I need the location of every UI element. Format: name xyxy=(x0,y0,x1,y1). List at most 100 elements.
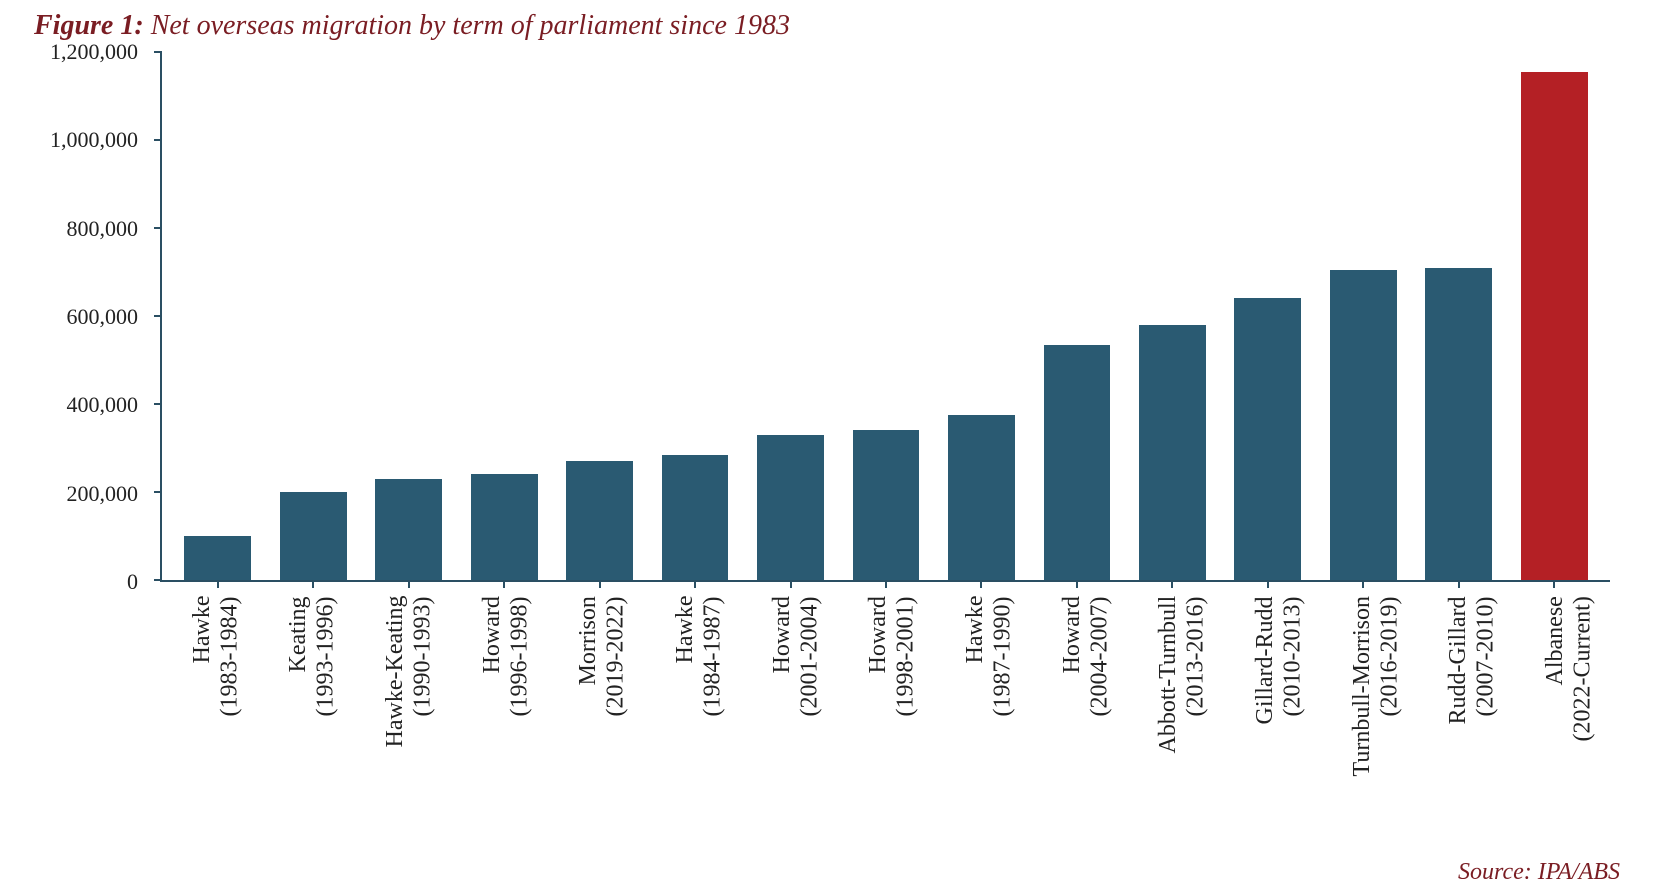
x-label-name: Hawke xyxy=(189,596,217,776)
x-axis-label: Howard(1996-1998) xyxy=(479,596,534,776)
x-label-period: (1993-1996) xyxy=(313,596,341,776)
x-tick-mark xyxy=(1029,580,1124,588)
x-label-name: Abbott-Turnbull xyxy=(1155,596,1183,776)
plot-area xyxy=(160,52,1610,582)
bar xyxy=(853,430,920,580)
x-axis-label: Hawke(1987-1990) xyxy=(962,596,1017,776)
y-tick-label: 1,200,000 xyxy=(50,39,138,65)
figure-title-text: Net overseas migration by term of parlia… xyxy=(151,10,790,41)
bar xyxy=(566,461,633,580)
x-axis-label: Rudd-Gillard(2007-2010) xyxy=(1445,596,1500,776)
x-label-name: Morrison xyxy=(575,596,603,776)
y-tick-mark xyxy=(154,579,162,581)
bar xyxy=(1330,270,1397,580)
bar xyxy=(280,492,347,580)
y-tick-label: 1,000,000 xyxy=(50,127,138,153)
x-label-name: Turnbull-Morrison xyxy=(1349,596,1377,776)
x-label-name: Gillard-Rudd xyxy=(1252,596,1280,776)
x-axis-label: Howard(2001-2004) xyxy=(769,596,824,776)
x-tick-mark xyxy=(1507,580,1602,588)
bar xyxy=(757,435,824,580)
x-axis-label: Hawke-Keating(1990-1993) xyxy=(382,596,437,776)
x-axis-label: Hawke(1984-1987) xyxy=(672,596,727,776)
x-tick-mark xyxy=(1125,580,1220,588)
x-label-slot: Howard(1996-1998) xyxy=(458,596,555,776)
bar xyxy=(1521,72,1588,580)
x-label-period: (2016-2019) xyxy=(1376,596,1404,776)
bar-slot xyxy=(1125,52,1220,580)
bar xyxy=(1234,298,1301,580)
x-label-period: (1987-1990) xyxy=(990,596,1018,776)
y-tick-mark xyxy=(154,491,162,493)
bar-slot xyxy=(1507,52,1602,580)
x-label-name: Albanese xyxy=(1542,596,1570,776)
bar-slot xyxy=(647,52,742,580)
x-label-period: (2004-2007) xyxy=(1086,596,1114,776)
x-label-slot: Albanese(2022-Current) xyxy=(1521,596,1618,776)
x-label-period: (2010-2013) xyxy=(1280,596,1308,776)
bar-slot xyxy=(361,52,456,580)
x-label-name: Howard xyxy=(865,596,893,776)
x-axis-label: Abbott-Turnbull(2013-2016) xyxy=(1155,596,1210,776)
y-tick-mark xyxy=(154,315,162,317)
x-label-period: (2013-2016) xyxy=(1183,596,1211,776)
x-axis-label: Albanese(2022-Current) xyxy=(1542,596,1597,776)
bar-slot xyxy=(1316,52,1411,580)
x-label-period: (2022-Current) xyxy=(1570,596,1598,776)
x-label-slot: Hawke(1983-1984) xyxy=(168,596,265,776)
x-label-slot: Hawke(1987-1990) xyxy=(941,596,1038,776)
bar xyxy=(471,474,538,580)
x-axis-labels: Hawke(1983-1984)Keating(1993-1996)Hawke-… xyxy=(160,596,1626,776)
bar-slot xyxy=(1220,52,1315,580)
x-label-slot: Morrison(2019-2022) xyxy=(555,596,652,776)
x-label-name: Howard xyxy=(769,596,797,776)
bar xyxy=(375,479,442,580)
bar-slot xyxy=(1029,52,1124,580)
x-label-name: Hawke xyxy=(672,596,700,776)
x-tick-mark xyxy=(456,580,551,588)
bar-slot xyxy=(934,52,1029,580)
x-label-slot: Howard(2001-2004) xyxy=(748,596,845,776)
y-tick-mark xyxy=(154,227,162,229)
bar-slot xyxy=(552,52,647,580)
x-tick-mark xyxy=(1316,580,1411,588)
x-label-slot: Howard(1998-2001) xyxy=(845,596,942,776)
figure-container: Figure 1: Net overseas migration by term… xyxy=(0,0,1662,892)
y-tick-label: 200,000 xyxy=(67,481,139,507)
x-tick-mark xyxy=(552,580,647,588)
x-axis-label: Howard(1998-2001) xyxy=(865,596,920,776)
x-tick-mark xyxy=(361,580,456,588)
x-label-period: (1990-1993) xyxy=(410,596,438,776)
x-tick-mark xyxy=(647,580,742,588)
y-tick-label: 600,000 xyxy=(67,304,139,330)
y-tick-mark xyxy=(154,51,162,53)
x-label-name: Howard xyxy=(479,596,507,776)
x-label-slot: Turnbull-Morrison(2016-2019) xyxy=(1328,596,1425,776)
y-tick-mark xyxy=(154,403,162,405)
bar-slot xyxy=(838,52,933,580)
x-label-name: Rudd-Gillard xyxy=(1445,596,1473,776)
bars-container xyxy=(162,52,1610,580)
x-axis-label: Hawke(1983-1984) xyxy=(189,596,244,776)
x-label-slot: Abbott-Turnbull(2013-2016) xyxy=(1135,596,1232,776)
x-axis-label: Morrison(2019-2022) xyxy=(575,596,630,776)
x-label-name: Hawke xyxy=(962,596,990,776)
x-tick-mark xyxy=(743,580,838,588)
x-tick-mark xyxy=(838,580,933,588)
x-label-slot: Keating(1993-1996) xyxy=(265,596,362,776)
x-axis-label: Turnbull-Morrison(2016-2019) xyxy=(1349,596,1404,776)
bar-chart: 0200,000400,000600,000800,0001,000,0001,… xyxy=(40,52,1610,582)
x-label-slot: Howard(2004-2007) xyxy=(1038,596,1135,776)
x-label-period: (1998-2001) xyxy=(893,596,921,776)
bar-slot xyxy=(1411,52,1506,580)
bar xyxy=(1044,345,1111,580)
y-tick-label: 800,000 xyxy=(67,216,139,242)
bar xyxy=(1139,325,1206,580)
bar-slot xyxy=(265,52,360,580)
x-label-period: (1983-1984) xyxy=(216,596,244,776)
bar-slot xyxy=(170,52,265,580)
x-label-period: (2019-2022) xyxy=(603,596,631,776)
x-label-name: Hawke-Keating xyxy=(382,596,410,776)
x-label-period: (1984-1987) xyxy=(700,596,728,776)
x-axis-label: Keating(1993-1996) xyxy=(285,596,340,776)
